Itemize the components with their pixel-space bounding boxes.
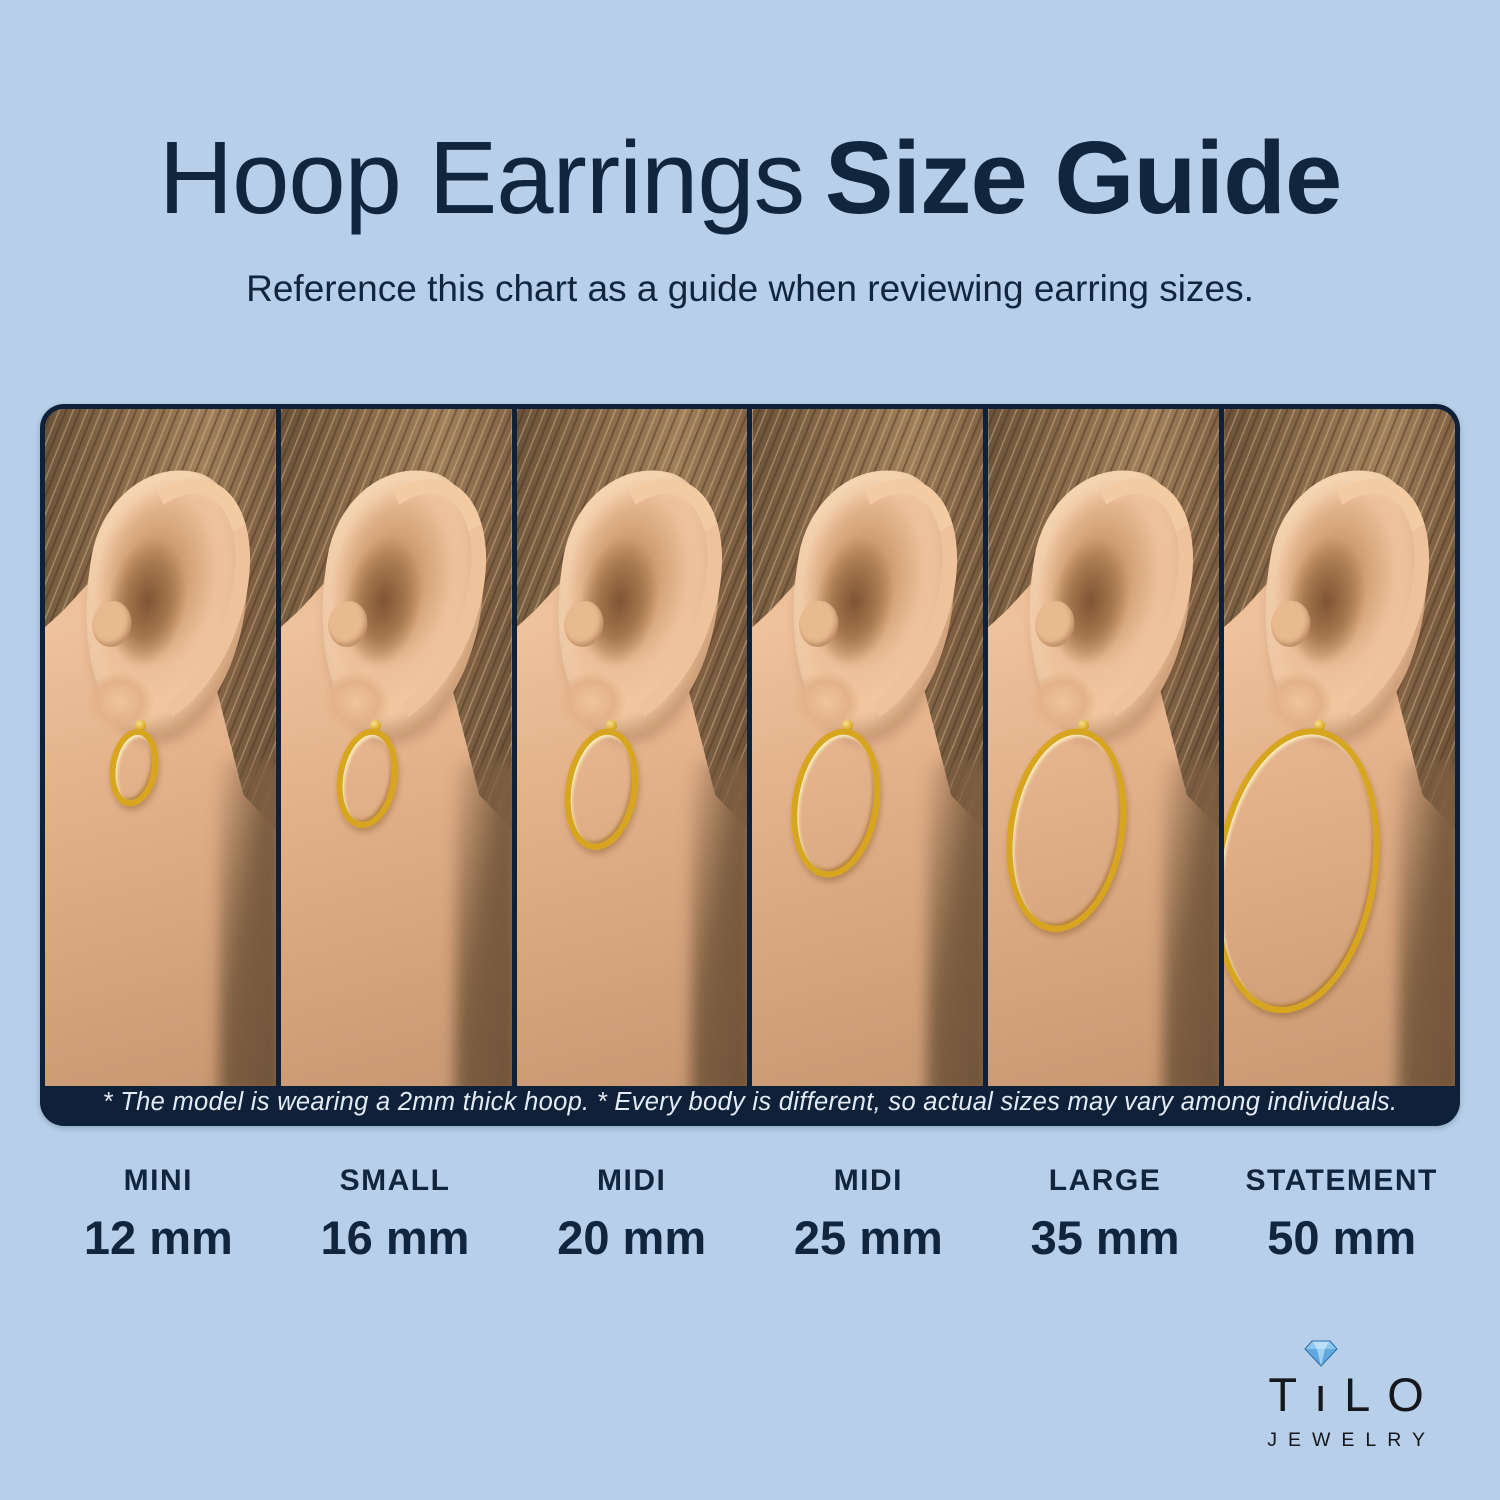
size-category-label: MIDI (597, 1163, 667, 1197)
size-category-label: MIDI (833, 1163, 904, 1197)
size-label-column: MIDI 20 mm (513, 1164, 750, 1265)
brand-name: T ı L O (1268, 1340, 1424, 1422)
hoop-earring (1224, 716, 1399, 1025)
size-category-label: LARGE (1048, 1163, 1162, 1197)
size-mm-value: 35 mm (1030, 1210, 1180, 1264)
size-mm-value: 50 mm (1267, 1210, 1417, 1264)
earring-post (134, 719, 146, 731)
earring-post (842, 719, 854, 731)
size-labels-row: MINI 12 mm SMALL 16 mm MIDI 20 mm MIDI 25 mm LAR… (40, 1164, 1460, 1265)
brand-letter: L (1344, 1368, 1371, 1421)
hoop-earring (556, 723, 647, 855)
size-category-label: STATEMENT (1245, 1163, 1438, 1197)
photo-row (45, 408, 1455, 1086)
size-mm-value: 25 mm (793, 1210, 943, 1264)
ear-photo-12mm (45, 408, 276, 1086)
size-label-column: LARGE 35 mm (987, 1164, 1224, 1265)
ear-photo-35mm (988, 408, 1220, 1086)
hair-strands (1162, 760, 1220, 1086)
ear-photo-20mm (516, 408, 748, 1086)
earring-post (370, 719, 382, 731)
hair-strands (455, 760, 512, 1086)
ear-photo-16mm (280, 408, 512, 1086)
size-mm-value: 16 mm (320, 1210, 470, 1264)
brand-logo: T ı L O JEWELRY (1256, 1340, 1436, 1452)
comparison-strip: * The model is wearing a 2mm thick hoop.… (40, 403, 1460, 1126)
diamond-icon (1303, 1340, 1338, 1367)
ear-photo-25mm (752, 408, 984, 1086)
hair-strands (926, 760, 984, 1086)
size-label-column: MINI 12 mm (40, 1164, 277, 1265)
brand-letter: O (1387, 1368, 1424, 1421)
hair-strands (1398, 760, 1455, 1086)
brand-letter: T (1268, 1368, 1298, 1421)
brand-letter-i: ı (1303, 1340, 1338, 1422)
size-mm-value: 12 mm (83, 1210, 233, 1264)
page-title-regular: Hoop Earrings (158, 120, 805, 235)
hoop-earring (993, 719, 1141, 940)
page-title-bold: Size Guide (824, 120, 1343, 235)
size-category-label: MINI (123, 1163, 193, 1197)
ear-photo-50mm (1224, 408, 1455, 1086)
size-label-column: STATEMENT 50 mm (1223, 1164, 1460, 1265)
page-subtitle: Reference this chart as a guide when rev… (246, 267, 1254, 309)
size-label-column: SMALL 16 mm (277, 1164, 514, 1265)
earring-post (606, 719, 618, 731)
disclaimer-bar: * The model is wearing a 2mm thick hoop.… (45, 1086, 1455, 1121)
earring-post (1313, 719, 1325, 731)
page-title: Hoop Earrings Size Guide (0, 0, 1500, 244)
brand-subname: JEWELRY (1267, 1429, 1436, 1451)
hair-strands (219, 760, 276, 1086)
size-mm-value: 20 mm (557, 1210, 707, 1264)
earring-post (1077, 719, 1089, 731)
size-label-column: MIDI 25 mm (750, 1164, 987, 1265)
hair-strands (690, 760, 748, 1086)
size-category-label: SMALL (339, 1163, 451, 1197)
disclaimer-text: * The model is wearing a 2mm thick hoop.… (102, 1087, 1398, 1116)
hoop-earring (780, 722, 891, 884)
